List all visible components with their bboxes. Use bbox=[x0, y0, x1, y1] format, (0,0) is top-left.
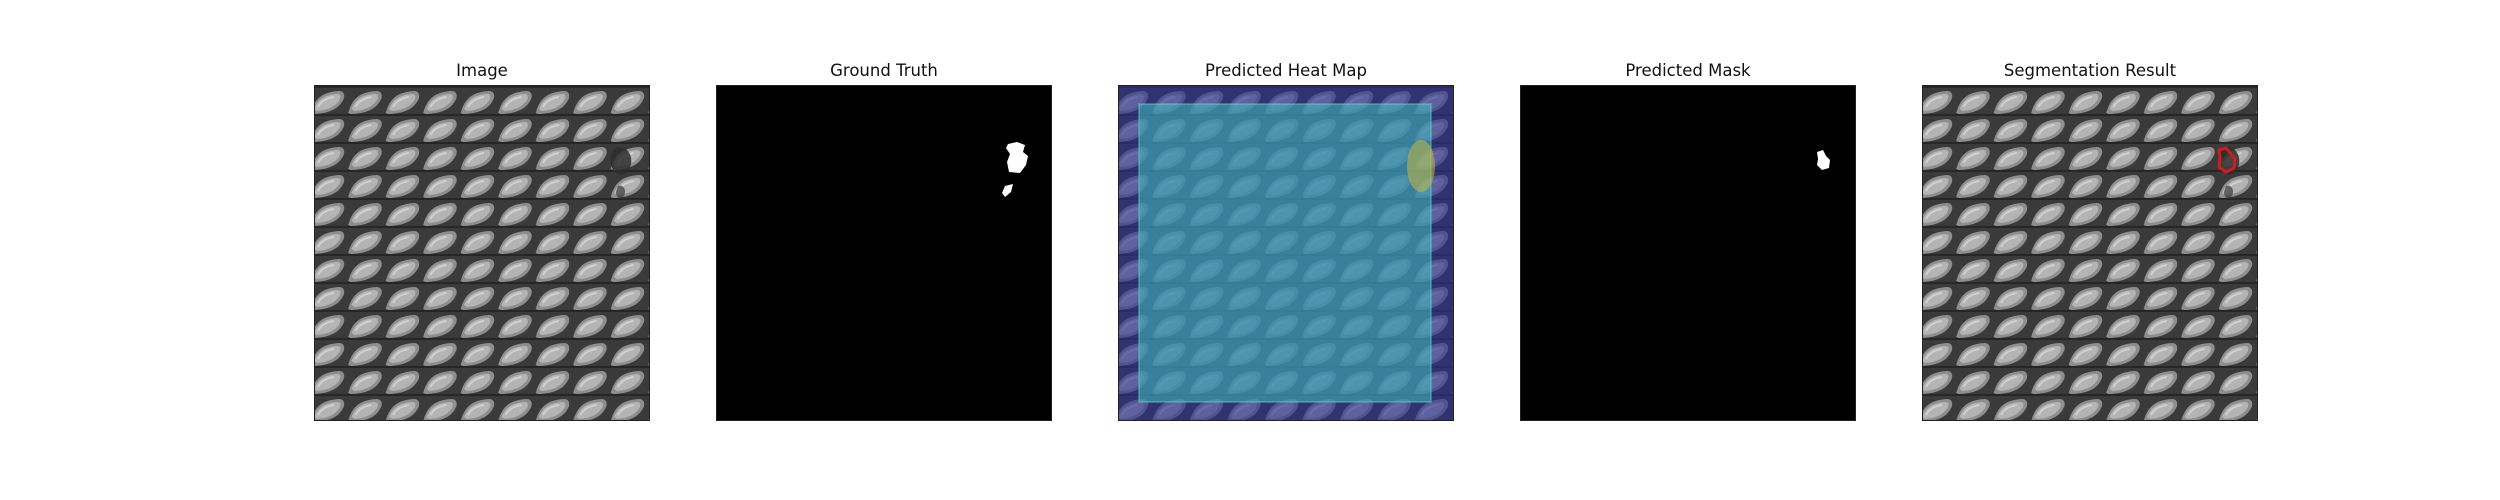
panel-title: Ground Truth bbox=[830, 61, 938, 80]
heat-map-image bbox=[1118, 85, 1454, 421]
source-image bbox=[314, 85, 650, 421]
segmentation-result-image bbox=[1922, 85, 2258, 421]
predicted-mask bbox=[1520, 85, 1856, 421]
defect-region bbox=[610, 146, 632, 175]
panel-title: Image bbox=[456, 61, 508, 80]
ground-truth-mask bbox=[716, 85, 1052, 421]
predicted-defect bbox=[1817, 150, 1830, 170]
segmentation-contour bbox=[2217, 146, 2237, 174]
heat-hotspot bbox=[1407, 140, 1435, 192]
ground-truth-defect bbox=[1006, 142, 1028, 173]
panel-title: Predicted Heat Map bbox=[1205, 61, 1367, 80]
panel-title: Segmentation Result bbox=[2003, 61, 2177, 80]
panel-title: Predicted Mask bbox=[1625, 61, 1751, 80]
